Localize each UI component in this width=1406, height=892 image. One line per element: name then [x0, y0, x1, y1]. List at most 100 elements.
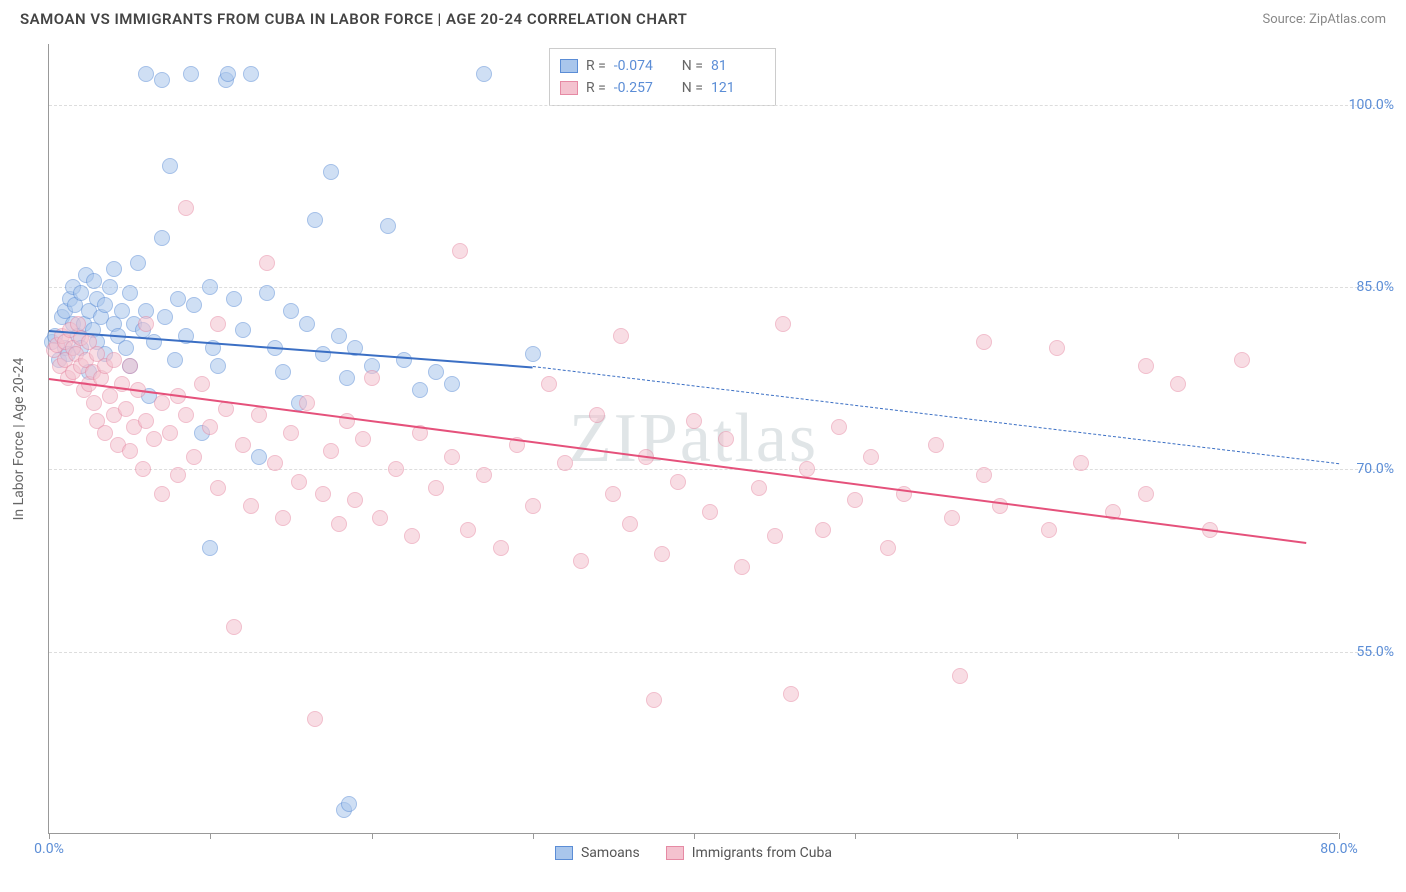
scatter-point: [323, 164, 339, 180]
scatter-point: [154, 486, 170, 502]
scatter-point: [880, 540, 896, 556]
scatter-point: [307, 212, 323, 228]
scatter-point: [138, 316, 154, 332]
scatter-point: [315, 486, 331, 502]
scatter-point: [86, 273, 102, 289]
scatter-point: [476, 66, 492, 82]
legend-item-samoans: Samoans: [555, 845, 640, 861]
scatter-point: [70, 316, 86, 332]
legend-label-cuba: Immigrants from Cuba: [692, 845, 832, 861]
scatter-point: [243, 66, 259, 82]
legend-row-cuba: R = -0.257 N = 121: [560, 77, 765, 99]
scatter-point: [396, 352, 412, 368]
scatter-point: [275, 364, 291, 380]
scatter-point: [1170, 376, 1186, 392]
scatter-point: [275, 510, 291, 526]
scatter-point: [235, 437, 251, 453]
scatter-point: [613, 328, 629, 344]
scatter-point: [102, 388, 118, 404]
gridline-h: [49, 652, 1388, 653]
scatter-point: [210, 358, 226, 374]
scatter-point: [1049, 340, 1065, 356]
scatter-point: [444, 376, 460, 392]
scatter-point: [183, 66, 199, 82]
x-tick-mark: [210, 833, 211, 839]
legend-swatch-samoans: [560, 59, 578, 73]
scatter-point: [622, 516, 638, 532]
scatter-point: [944, 510, 960, 526]
scatter-point: [251, 407, 267, 423]
scatter-point: [170, 291, 186, 307]
scatter-point: [525, 498, 541, 514]
scatter-point: [339, 370, 355, 386]
scatter-point: [331, 328, 347, 344]
scatter-point: [404, 528, 420, 544]
scatter-point: [210, 316, 226, 332]
scatter-point: [460, 522, 476, 538]
legend-label-samoans: Samoans: [581, 845, 640, 861]
scatter-point: [767, 528, 783, 544]
legend-r-value-samoans: -0.074: [614, 55, 668, 77]
scatter-point: [1234, 352, 1250, 368]
scatter-point: [428, 480, 444, 496]
scatter-point: [259, 255, 275, 271]
scatter-point: [226, 619, 242, 635]
watermark: ZIPatlas: [569, 399, 818, 479]
scatter-point: [718, 431, 734, 447]
scatter-point: [1138, 486, 1154, 502]
legend-n-label: N =: [682, 77, 703, 99]
gridline-h: [49, 287, 1388, 288]
scatter-chart: In Labor Force | Age 20-24 ZIPatlas R = …: [48, 44, 1338, 834]
chart-title: SAMOAN VS IMMIGRANTS FROM CUBA IN LABOR …: [20, 10, 687, 28]
scatter-point: [686, 413, 702, 429]
legend-swatch-cuba: [666, 846, 684, 860]
scatter-point: [428, 364, 444, 380]
scatter-point: [251, 449, 267, 465]
trend-line: [49, 378, 1307, 544]
scatter-point: [702, 504, 718, 520]
scatter-point: [157, 309, 173, 325]
scatter-point: [135, 461, 151, 477]
scatter-point: [573, 553, 589, 569]
legend-swatch-cuba: [560, 81, 578, 95]
scatter-point: [97, 425, 113, 441]
scatter-point: [976, 467, 992, 483]
x-tick-mark: [533, 833, 534, 839]
scatter-point: [557, 455, 573, 471]
y-tick-label: 70.0%: [1344, 461, 1394, 477]
legend-n-value-samoans: 81: [711, 55, 765, 77]
scatter-point: [267, 455, 283, 471]
y-tick-label: 55.0%: [1344, 644, 1394, 660]
scatter-point: [299, 316, 315, 332]
x-tick-label: 0.0%: [34, 841, 64, 857]
scatter-point: [162, 158, 178, 174]
scatter-point: [355, 431, 371, 447]
scatter-point: [412, 382, 428, 398]
gridline-h: [49, 105, 1388, 106]
scatter-point: [162, 425, 178, 441]
y-tick-label: 100.0%: [1344, 97, 1394, 113]
scatter-point: [952, 668, 968, 684]
scatter-point: [847, 492, 863, 508]
x-tick-mark: [1017, 833, 1018, 839]
scatter-point: [106, 261, 122, 277]
scatter-point: [734, 559, 750, 575]
x-tick-mark: [694, 833, 695, 839]
scatter-point: [476, 467, 492, 483]
scatter-point: [654, 546, 670, 562]
scatter-point: [154, 395, 170, 411]
scatter-point: [863, 449, 879, 465]
scatter-point: [122, 443, 138, 459]
scatter-point: [315, 346, 331, 362]
scatter-point: [146, 334, 162, 350]
scatter-point: [186, 297, 202, 313]
series-legend: Samoans Immigrants from Cuba: [49, 845, 1338, 861]
x-tick-mark: [49, 833, 50, 839]
scatter-point: [799, 461, 815, 477]
scatter-point: [167, 352, 183, 368]
scatter-point: [1138, 358, 1154, 374]
scatter-point: [86, 395, 102, 411]
scatter-point: [388, 461, 404, 477]
scatter-point: [331, 516, 347, 532]
scatter-point: [605, 486, 621, 502]
